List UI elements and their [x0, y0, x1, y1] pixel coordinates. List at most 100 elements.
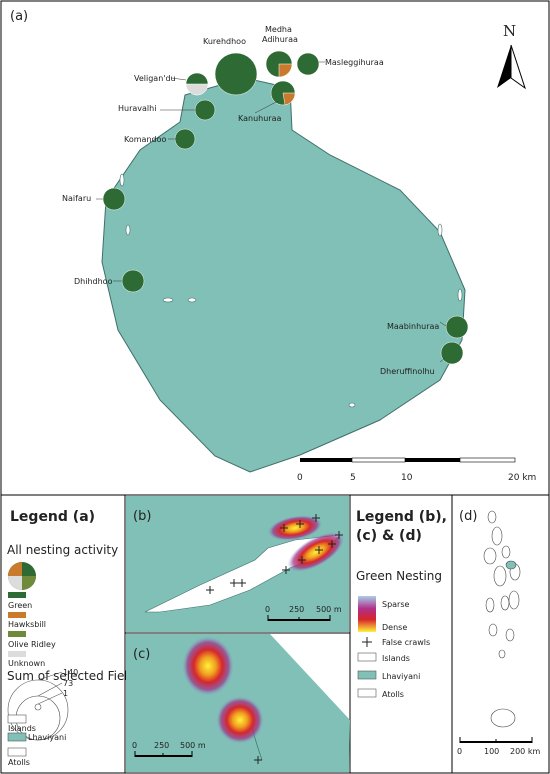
map-group — [206, 514, 343, 594]
map-shape — [351, 457, 406, 463]
legend-item: Dense — [382, 623, 407, 632]
island-label: Dhihdhoo — [74, 277, 113, 286]
legend-item: Unknown — [8, 659, 45, 668]
map-shape — [185, 83, 209, 96]
map-group — [483, 510, 521, 728]
legend-item: Hawksbill — [8, 620, 46, 629]
island-label: Kurehdhoo — [203, 37, 246, 46]
map-shape — [510, 44, 526, 90]
map-shape — [358, 596, 376, 632]
map-shape — [7, 732, 27, 742]
map-shape — [7, 747, 27, 757]
north-label: N — [503, 22, 516, 40]
map-shape — [22, 576, 36, 590]
panel-label: (b) — [133, 509, 151, 524]
legend-item: Olive Ridley — [8, 640, 56, 649]
map-shape — [37, 671, 63, 681]
map-shape — [194, 99, 216, 121]
map-shape — [102, 187, 126, 211]
map-shape — [505, 628, 515, 642]
map-shape — [439, 321, 447, 327]
map-shape — [216, 696, 264, 744]
map-shape — [497, 45, 511, 88]
scale-label: 200 km — [510, 747, 540, 756]
map-shape — [37, 682, 63, 697]
map-shape — [500, 595, 510, 611]
map-shape — [405, 458, 460, 462]
size-label: 1 — [63, 689, 68, 698]
map-shape — [300, 458, 352, 462]
island-label: Komandoo — [124, 135, 166, 144]
island-label: Huravalhi — [118, 104, 156, 113]
island-label: Kanuhuraa — [238, 114, 281, 123]
map-shape — [8, 612, 26, 618]
map-shape — [254, 756, 262, 764]
legend-subtitle: All nesting activity — [7, 543, 118, 557]
island-label: Dheruffinolhu — [380, 367, 435, 376]
legend-subtitle: Sum of selected Fields — [7, 669, 142, 683]
map-shape — [296, 52, 320, 76]
map-shape — [282, 92, 296, 106]
island-label: Medha — [265, 25, 292, 34]
map-group — [102, 50, 469, 365]
map-shape — [8, 576, 22, 590]
panel-label: (d) — [459, 509, 477, 524]
panel-label: (a) — [10, 9, 28, 24]
map-shape — [187, 297, 197, 303]
map-shape — [437, 223, 443, 237]
legend-title: (c) & (d) — [356, 528, 422, 544]
scale-label: 0 — [132, 741, 137, 750]
map-shape — [459, 737, 533, 743]
island-label: Maabinhuraa — [387, 322, 439, 331]
map-shape — [490, 708, 516, 728]
scale-label: 500 m — [316, 605, 342, 614]
map-shape — [485, 597, 495, 613]
map-shape — [214, 52, 258, 96]
map-shape — [162, 297, 174, 303]
panel-label: (c) — [133, 647, 150, 662]
island-label: Adihuraa — [262, 35, 298, 44]
island-label: Masleggihuraa — [325, 58, 384, 67]
map-shape — [491, 526, 503, 546]
legend-item: Islands — [382, 654, 410, 663]
map-shape — [457, 288, 463, 302]
scale-label: 500 m — [180, 741, 206, 750]
scale-label: 250 — [154, 741, 169, 750]
map-shape — [8, 562, 22, 576]
map-shape — [125, 224, 131, 236]
scale-label: 10 — [401, 473, 413, 483]
scale-label: 100 — [484, 747, 499, 756]
legend-item: Lhaviyani — [382, 672, 420, 681]
map-shape — [182, 636, 234, 696]
map-shape — [488, 623, 498, 637]
island-label: Veligan'du — [134, 74, 176, 83]
map-shape — [439, 357, 446, 363]
map-shape — [508, 590, 520, 610]
size-label: 140 — [63, 668, 78, 677]
legend-item: Lhaviyani — [28, 733, 66, 742]
map-shape — [357, 688, 377, 698]
map-shape — [206, 514, 343, 594]
scale-label: 0 — [457, 747, 462, 756]
scale-label: 250 — [289, 605, 304, 614]
legend-item: Atolls — [8, 758, 30, 767]
map-shape — [349, 494, 453, 774]
map-shape — [134, 751, 193, 757]
legend-item: Green — [8, 601, 32, 610]
map-shape — [126, 525, 265, 600]
map-shape — [101, 77, 466, 473]
map-shape — [121, 269, 145, 293]
legend-subtitle: Green Nesting — [356, 569, 442, 583]
map-shape — [119, 173, 125, 187]
legend-title: Legend (b), — [356, 509, 447, 525]
map-shape — [254, 100, 279, 114]
scale-label: 20 km — [508, 473, 536, 483]
map-shape — [8, 592, 26, 598]
map-shape — [505, 560, 517, 570]
map-shape — [357, 670, 377, 680]
scale-label: 5 — [350, 473, 356, 483]
map-shape — [171, 77, 187, 81]
legend-item: False crawls — [382, 638, 430, 647]
island-label: Naifaru — [62, 194, 91, 203]
